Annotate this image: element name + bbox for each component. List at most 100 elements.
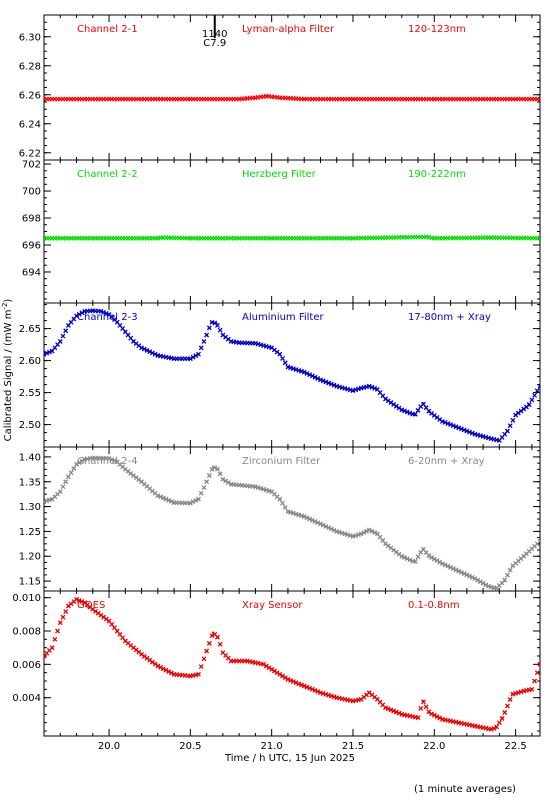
data-point xyxy=(335,696,338,699)
data-point xyxy=(265,95,268,98)
data-point xyxy=(538,663,540,666)
data-point xyxy=(464,428,470,434)
data-point xyxy=(304,684,310,690)
data-point xyxy=(147,349,153,355)
data-point xyxy=(60,484,66,490)
data-point xyxy=(278,96,282,99)
data-point xyxy=(52,636,58,642)
x-tick-label: 21.5 xyxy=(342,741,364,752)
data-point xyxy=(522,555,525,558)
data-point xyxy=(511,564,514,568)
data-point xyxy=(514,413,517,417)
y-tick-label: 6.26 xyxy=(19,90,41,101)
y-tick-label: 0.006 xyxy=(12,660,41,671)
x-tick-label: 20.0 xyxy=(98,741,120,752)
y-axis-title-close: ) xyxy=(3,299,14,303)
y-tick-label: 6.30 xyxy=(19,32,41,43)
data-point xyxy=(302,97,306,101)
data-point xyxy=(538,237,540,240)
data-point xyxy=(156,664,160,668)
panel-band-label: 120-123nm xyxy=(408,24,466,35)
data-point xyxy=(413,561,416,564)
data-point xyxy=(44,500,46,503)
data-point xyxy=(221,478,225,481)
panel-band-label: 190-222nm xyxy=(408,169,466,180)
data-point xyxy=(68,470,74,476)
data-point xyxy=(532,392,538,398)
data-point xyxy=(254,342,257,345)
data-point xyxy=(312,374,318,380)
data-point xyxy=(75,314,78,317)
data-point xyxy=(369,528,375,534)
data-point xyxy=(115,321,119,324)
data-point xyxy=(270,346,273,349)
data-point xyxy=(67,324,70,327)
data-point xyxy=(331,382,337,388)
data-point xyxy=(503,579,506,583)
data-point xyxy=(494,587,498,590)
data-point xyxy=(534,670,540,676)
data-point xyxy=(254,485,257,488)
data-point xyxy=(63,609,69,615)
y-tick-label: 1.15 xyxy=(19,577,41,588)
series-4 xyxy=(44,455,540,591)
y-tick-label: 1.20 xyxy=(19,552,41,563)
data-point xyxy=(433,237,436,240)
data-point xyxy=(198,664,204,670)
data-point xyxy=(168,670,174,676)
data-point xyxy=(270,237,273,240)
data-point xyxy=(293,680,299,686)
data-point xyxy=(63,328,69,334)
data-point xyxy=(168,498,174,504)
panel-channel-label: Channel 2-1 xyxy=(77,24,138,35)
data-point xyxy=(328,526,334,532)
data-point xyxy=(415,554,421,560)
data-point xyxy=(323,523,329,529)
data-point xyxy=(364,528,369,534)
data-point xyxy=(537,383,540,389)
data-point xyxy=(385,706,391,712)
data-point xyxy=(511,693,514,696)
data-point xyxy=(538,97,540,101)
data-point xyxy=(198,490,204,496)
data-point xyxy=(282,675,288,681)
data-point xyxy=(469,574,475,580)
data-point xyxy=(442,562,448,568)
data-point xyxy=(351,97,355,101)
data-point xyxy=(44,97,46,101)
data-point xyxy=(534,388,540,394)
data-point xyxy=(152,351,158,357)
panel-1: 6.22 6.24 6.26 6.28 6.30 Channel 2-1 Lyman-alp… xyxy=(19,14,541,161)
event-marker: 1140 C7.9 xyxy=(202,15,227,49)
data-point xyxy=(60,333,66,339)
data-point xyxy=(396,710,402,716)
y-tick-label: 1.25 xyxy=(19,527,41,538)
data-point xyxy=(522,689,525,693)
data-point xyxy=(193,353,199,359)
data-point xyxy=(388,707,394,713)
data-point xyxy=(237,97,241,101)
data-point xyxy=(424,235,428,239)
data-point xyxy=(490,437,493,440)
panel-filter-label: Aluminium Filter xyxy=(242,312,325,323)
data-point xyxy=(198,345,204,351)
data-point xyxy=(109,457,115,463)
data-point xyxy=(67,475,70,478)
data-point xyxy=(286,678,290,681)
data-point xyxy=(315,520,321,526)
data-point xyxy=(163,667,169,673)
data-point xyxy=(115,460,119,464)
data-point xyxy=(201,656,207,662)
averaging-note: (1 minute averages) xyxy=(414,784,516,795)
data-point xyxy=(205,649,208,653)
data-point xyxy=(302,684,306,688)
data-point xyxy=(480,580,486,586)
data-point xyxy=(290,679,296,685)
data-point xyxy=(537,96,540,102)
data-point xyxy=(60,614,66,620)
data-point xyxy=(107,97,111,101)
data-point xyxy=(335,530,338,533)
data-point xyxy=(55,628,61,634)
panel-filter-label: Herzberg Filter xyxy=(242,169,317,180)
data-point xyxy=(280,673,285,679)
